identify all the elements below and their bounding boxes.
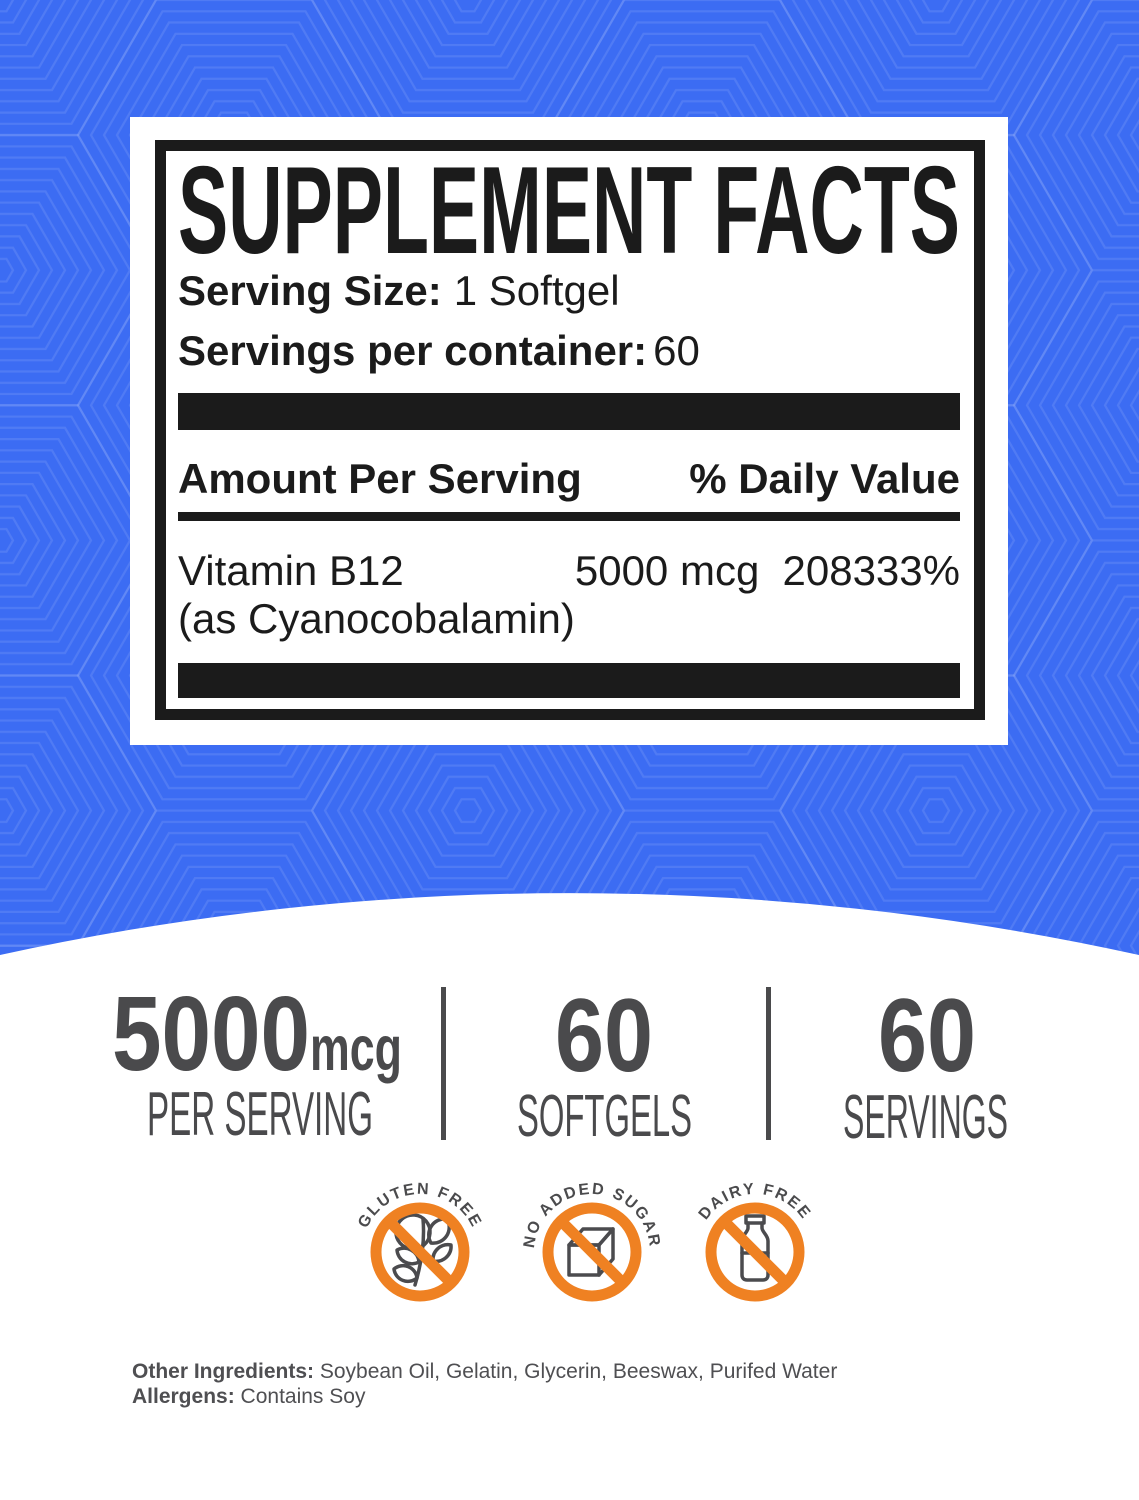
badge-arc-label: NO ADDED SUGAR	[521, 1181, 663, 1250]
prohibition-circle	[542, 1202, 642, 1302]
prohibition-circle	[705, 1202, 805, 1302]
allergens-value: Contains Soy	[240, 1385, 366, 1408]
stat-servings-value: 60	[878, 978, 976, 1094]
stat-label: PER SERVING	[147, 1080, 373, 1149]
allergens-line: Allergens: Contains Soy	[132, 1384, 1052, 1409]
thick-separator-bar-bottom	[178, 663, 960, 698]
panel-border	[155, 140, 985, 720]
allergens-label: Allergens:	[132, 1385, 235, 1408]
prohibition-slash	[385, 1217, 455, 1287]
prohibition-circle	[370, 1202, 470, 1302]
stat-softgels-label: SOFTGELS	[517, 1083, 692, 1149]
thick-separator-bar-top	[178, 393, 960, 430]
thin-separator-rule	[178, 512, 960, 521]
stat-per-serving-unit: mcg	[310, 1014, 402, 1084]
panel-title-text: SUPPLEMENT FACTS	[178, 142, 960, 280]
servings-per-container-value: 60	[653, 327, 700, 374]
stat-value: 60	[555, 978, 653, 1094]
stat-per-serving-label: PER SERVING	[147, 1080, 373, 1149]
nutrient-amount: 5000 mcg	[574, 547, 760, 594]
serving-size-label: Serving Size:	[178, 267, 442, 314]
daily-value-header: % Daily Value	[689, 455, 960, 502]
nutrient-name-block: Vitamin B12 (as Cyanocobalamin)	[178, 547, 575, 643]
nutrient-name: Vitamin B12	[178, 547, 404, 594]
stat-label: SOFTGELS	[517, 1083, 692, 1149]
nutrient-name-detail: (as Cyanocobalamin)	[178, 595, 575, 642]
amount-per-serving-header: Amount Per Serving	[178, 455, 582, 502]
serving-size-row: Serving Size: 1 Softgel	[178, 267, 620, 315]
serving-size-value: 1 Softgel	[453, 267, 620, 314]
servings-per-container-row: Servings per container: 60	[178, 327, 700, 375]
prohibition-slash	[720, 1217, 790, 1287]
stat-label: SERVINGS	[843, 1083, 1008, 1152]
stat-softgels-value: 60	[555, 978, 653, 1094]
stat-divider	[441, 987, 446, 1140]
footer-ingredients: Other Ingredients: Soybean Oil, Gelatin,…	[132, 1359, 1052, 1409]
nutrient-row: Vitamin B12 (as Cyanocobalamin) 5000 mcg…	[178, 547, 960, 643]
column-header-row: Amount Per Serving % Daily Value	[178, 455, 960, 503]
badge-gluten-free: GLUTEN FREE	[355, 1181, 483, 1302]
stat-value: 60	[878, 978, 976, 1094]
badge-no-added-sugar: NO ADDED SUGAR	[521, 1181, 663, 1302]
stat-unit: mcg	[310, 1014, 402, 1084]
nutrient-daily-value: 208333%	[782, 547, 961, 594]
stat-per-serving-value: 5000	[112, 975, 310, 1093]
servings-per-container-label: Servings per container:	[178, 327, 648, 374]
prohibition-slash	[557, 1217, 627, 1287]
stat-servings-label: SERVINGS	[843, 1083, 1008, 1152]
stat-divider	[766, 987, 771, 1140]
other-ingredients-value: Soybean Oil, Gelatin, Glycerin, Beeswax,…	[319, 1360, 838, 1383]
other-ingredients-label: Other Ingredients:	[132, 1360, 315, 1383]
badge-dairy-free: DAIRY FREE	[696, 1181, 812, 1302]
other-ingredients-line: Other Ingredients: Soybean Oil, Gelatin,…	[132, 1359, 1052, 1384]
stat-value: 5000	[112, 975, 310, 1093]
supplement-facts-panel	[130, 117, 1008, 745]
panel-title: SUPPLEMENT FACTS	[178, 142, 960, 280]
